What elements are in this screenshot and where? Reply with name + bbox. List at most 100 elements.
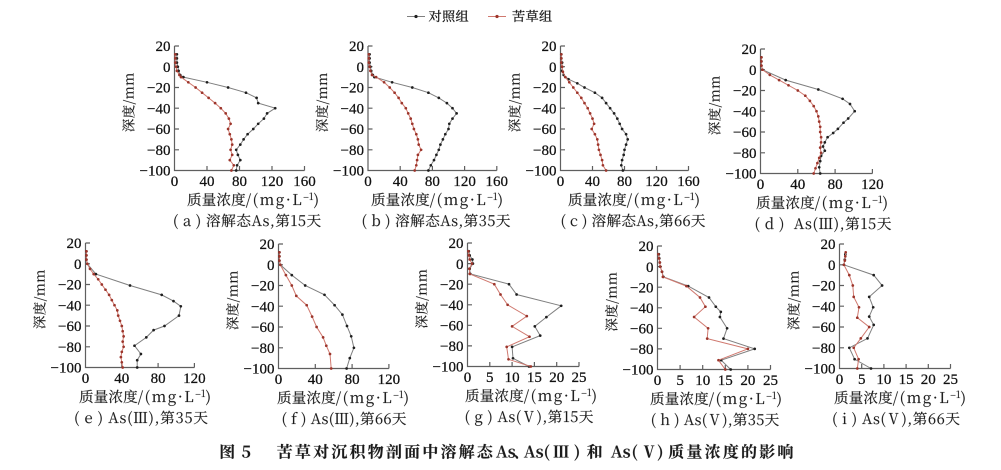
svg-text:−60: −60 — [812, 320, 835, 336]
svg-text:120: 120 — [261, 174, 284, 190]
svg-text:−80: −80 — [341, 143, 364, 159]
svg-text:−40: −40 — [733, 105, 756, 121]
svg-text:160: 160 — [293, 174, 316, 190]
svg-text:40: 40 — [585, 174, 600, 190]
svg-text:−80: −80 — [812, 341, 835, 357]
svg-text:−80: −80 — [440, 339, 463, 355]
svg-text:−60: −60 — [341, 122, 364, 138]
svg-text:25: 25 — [943, 372, 958, 388]
svg-text:−80: −80 — [733, 146, 756, 162]
svg-text:−20: −20 — [147, 81, 170, 97]
svg-text:120: 120 — [645, 174, 668, 190]
svg-text:−20: −20 — [440, 277, 463, 293]
svg-text:−40: −40 — [630, 301, 653, 317]
svg-text:0: 0 — [163, 60, 171, 76]
svg-text:−40: −40 — [440, 298, 463, 314]
svg-text:−20: −20 — [812, 279, 835, 295]
svg-text:0: 0 — [275, 372, 283, 388]
svg-text:−60: −60 — [630, 322, 653, 338]
svg-text:5: 5 — [676, 373, 684, 389]
svg-text:−100: −100 — [333, 164, 364, 180]
svg-text:20: 20 — [742, 42, 757, 58]
svg-text:−40: −40 — [147, 102, 170, 118]
svg-text:0: 0 — [456, 257, 464, 273]
svg-text:80: 80 — [617, 174, 632, 190]
svg-text:25: 25 — [763, 373, 778, 389]
svg-text:−20: −20 — [533, 81, 556, 97]
svg-text:0: 0 — [267, 258, 275, 274]
svg-text:−20: −20 — [58, 278, 81, 294]
svg-text:−100: −100 — [805, 362, 836, 378]
svg-text:0: 0 — [757, 177, 765, 193]
svg-text:20: 20 — [639, 239, 654, 255]
svg-text:0: 0 — [364, 174, 372, 190]
svg-text:20: 20 — [921, 372, 936, 388]
svg-text:0: 0 — [654, 373, 662, 389]
svg-text:−60: −60 — [733, 125, 756, 141]
svg-text:120: 120 — [378, 372, 401, 388]
svg-text:15: 15 — [718, 373, 733, 389]
svg-text:0: 0 — [74, 257, 82, 273]
svg-text:25: 25 — [572, 370, 587, 386]
svg-text:0: 0 — [171, 174, 179, 190]
svg-text:−100: −100 — [433, 360, 464, 376]
svg-text:20: 20 — [449, 236, 464, 252]
svg-text:−60: −60 — [251, 320, 274, 336]
svg-text:5: 5 — [486, 370, 494, 386]
svg-text:0: 0 — [82, 371, 90, 387]
svg-text:−100: −100 — [526, 164, 557, 180]
svg-text:10: 10 — [876, 372, 891, 388]
svg-text:−60: −60 — [440, 319, 463, 335]
svg-text:20: 20 — [542, 39, 557, 55]
svg-text:0: 0 — [836, 372, 844, 388]
svg-text:80: 80 — [425, 174, 440, 190]
svg-text:160: 160 — [677, 174, 700, 190]
svg-text:−60: −60 — [58, 319, 81, 335]
svg-text:80: 80 — [345, 372, 360, 388]
svg-text:−80: −80 — [630, 342, 653, 358]
svg-text:−20: −20 — [341, 81, 364, 97]
svg-text:40: 40 — [790, 177, 805, 193]
svg-text:20: 20 — [549, 370, 564, 386]
svg-text:0: 0 — [828, 258, 836, 274]
svg-text:−40: −40 — [58, 298, 81, 314]
svg-text:40: 40 — [114, 371, 129, 387]
svg-text:−100: −100 — [51, 361, 82, 377]
svg-text:−80: −80 — [147, 143, 170, 159]
svg-text:40: 40 — [308, 372, 323, 388]
svg-text:−40: −40 — [341, 102, 364, 118]
svg-text:20: 20 — [740, 373, 755, 389]
svg-text:10: 10 — [505, 370, 520, 386]
svg-text:40: 40 — [393, 174, 408, 190]
svg-text:20: 20 — [821, 237, 836, 253]
svg-text:10: 10 — [695, 373, 710, 389]
svg-text:20: 20 — [67, 236, 82, 252]
svg-text:−80: −80 — [58, 340, 81, 356]
svg-text:20: 20 — [260, 237, 275, 253]
svg-text:80: 80 — [232, 174, 247, 190]
svg-text:120: 120 — [453, 174, 476, 190]
svg-text:0: 0 — [646, 260, 654, 276]
svg-text:−40: −40 — [812, 299, 835, 315]
svg-text:−40: −40 — [251, 299, 274, 315]
svg-text:20: 20 — [156, 39, 171, 55]
svg-text:160: 160 — [486, 174, 509, 190]
svg-text:120: 120 — [183, 371, 206, 387]
svg-text:80: 80 — [151, 371, 166, 387]
svg-text:−80: −80 — [251, 341, 274, 357]
svg-text:−100: −100 — [244, 362, 275, 378]
svg-text:0: 0 — [557, 174, 565, 190]
svg-text:80: 80 — [828, 177, 843, 193]
svg-text:120: 120 — [861, 177, 884, 193]
svg-text:20: 20 — [349, 39, 364, 55]
svg-text:15: 15 — [527, 370, 542, 386]
svg-text:−60: −60 — [533, 122, 556, 138]
svg-text:−100: −100 — [726, 167, 757, 183]
svg-text:−80: −80 — [533, 143, 556, 159]
svg-text:5: 5 — [858, 372, 866, 388]
svg-text:0: 0 — [749, 63, 757, 79]
svg-text:−20: −20 — [251, 279, 274, 295]
svg-text:−100: −100 — [623, 363, 654, 379]
svg-text:0: 0 — [464, 370, 472, 386]
svg-text:−60: −60 — [147, 122, 170, 138]
